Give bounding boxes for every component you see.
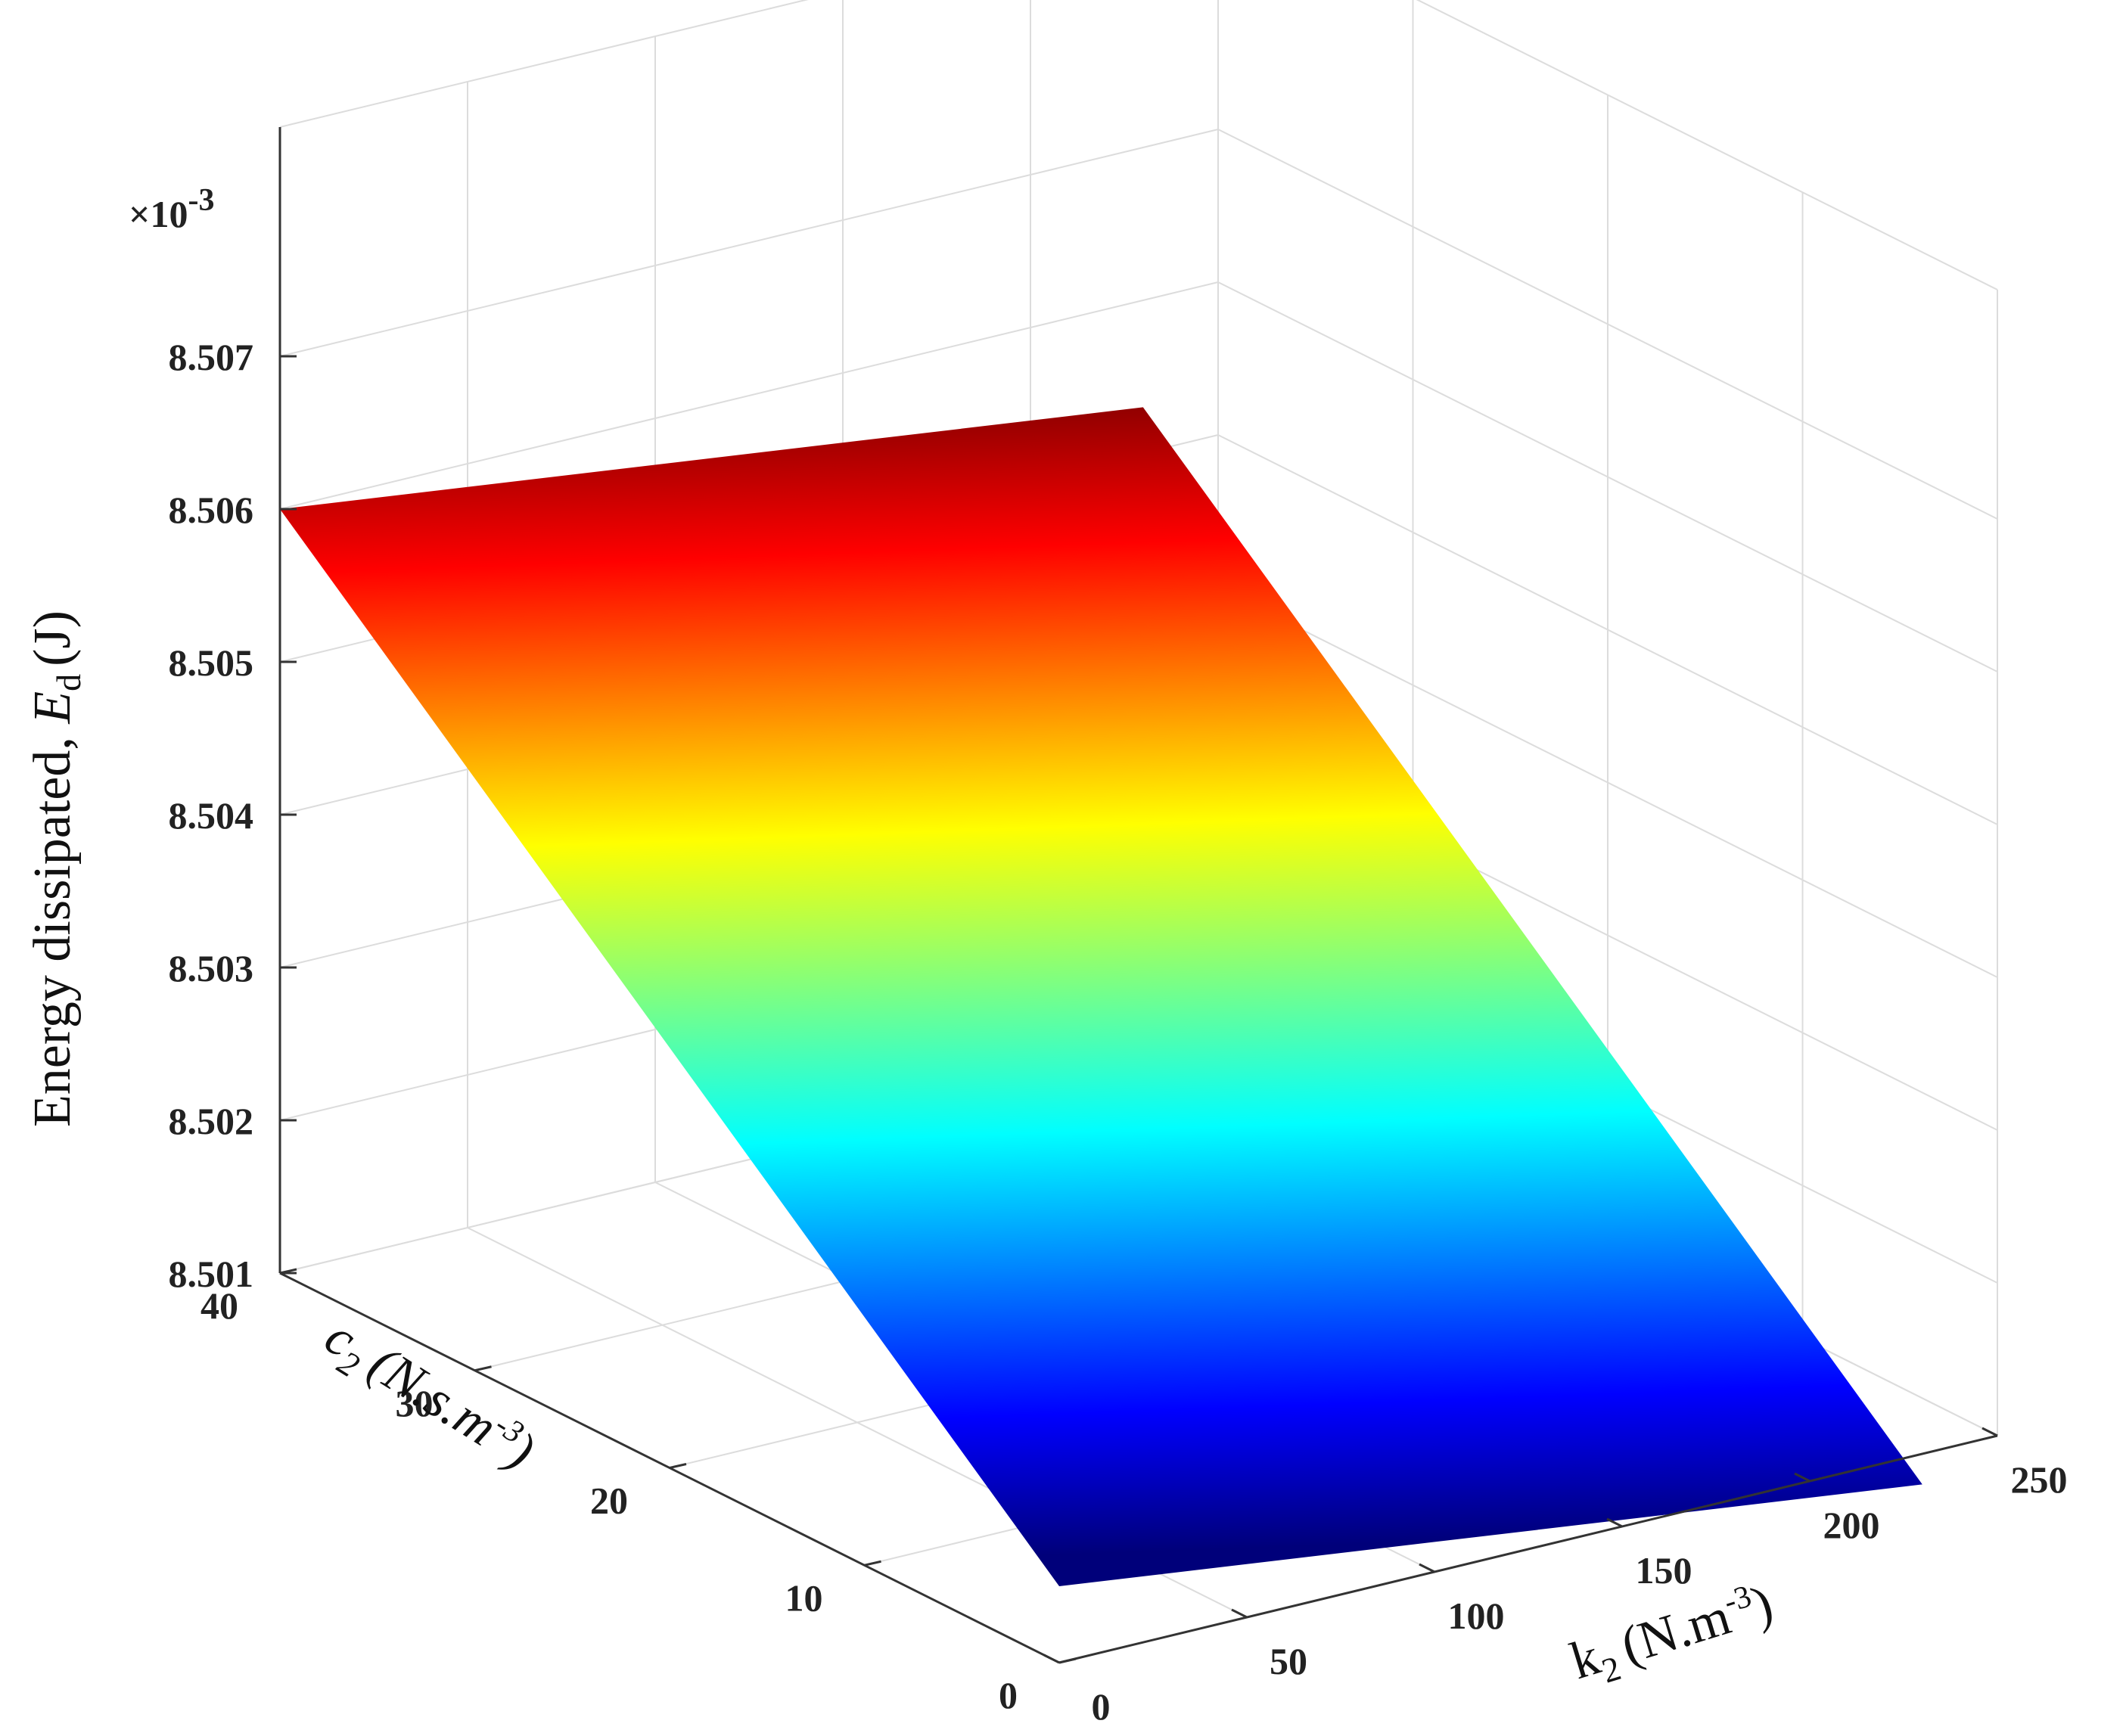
wall-grid-line bbox=[1416, 0, 1998, 290]
energy-surface bbox=[280, 407, 1922, 1586]
x-tick-label: 0 bbox=[1092, 1685, 1111, 1728]
wall-grid-line bbox=[279, 129, 1219, 357]
k-axis-line bbox=[1058, 1434, 1998, 1664]
k-tick-mark bbox=[1043, 1654, 1060, 1664]
wall-grid-line bbox=[1217, 281, 1998, 672]
k-tick-mark bbox=[1606, 1517, 1623, 1528]
c-tick-mark bbox=[279, 1268, 297, 1275]
x-tick-label: 50 bbox=[1270, 1640, 1307, 1682]
z-tick-label: 8.502 bbox=[169, 1100, 254, 1142]
wall-grid-line bbox=[1217, 587, 1998, 978]
z-tick-label: 8.506 bbox=[169, 489, 254, 531]
x-tick-labels: 0 50 100 150 200 250 bbox=[1092, 1458, 2068, 1728]
wall-grid-line bbox=[279, 281, 1219, 510]
y-tick-labels: 0 10 20 30 40 bbox=[200, 1284, 1018, 1716]
z-exponent-label: ×10-3 bbox=[129, 183, 215, 235]
x-axis-label: k2(N.m-3) bbox=[1564, 1574, 1782, 1698]
y-tick-label: 0 bbox=[999, 1674, 1018, 1716]
c-tick-mark bbox=[669, 1463, 687, 1469]
z-tick-label: 8.503 bbox=[169, 947, 254, 989]
k-tick-mark bbox=[1794, 1472, 1811, 1483]
c-tick-mark bbox=[864, 1560, 881, 1567]
c-tick-mark bbox=[1058, 1657, 1077, 1664]
z-tick-label: 8.504 bbox=[169, 794, 254, 837]
y-tick-label: 30 bbox=[396, 1382, 434, 1424]
y-tick-label: 10 bbox=[785, 1576, 823, 1619]
z-tick-label: 8.507 bbox=[169, 336, 254, 378]
k-tick-mark bbox=[1231, 1608, 1248, 1619]
y-axis-label: c2(N.s.m-3) bbox=[311, 1306, 545, 1486]
x-tick-label: 100 bbox=[1448, 1595, 1505, 1637]
wall-grid-line bbox=[279, 0, 809, 128]
y-tick-label: 20 bbox=[590, 1480, 628, 1522]
z-tick-label: 8.501 bbox=[169, 1253, 254, 1295]
y-tick-label: 40 bbox=[200, 1284, 238, 1327]
wall-grid-line bbox=[1217, 434, 1998, 825]
z-tick-label: 8.505 bbox=[169, 641, 254, 684]
x-tick-label: 150 bbox=[1636, 1549, 1692, 1592]
z-tick-labels: 8.501 8.502 8.503 8.504 8.505 8.506 8.50… bbox=[169, 336, 254, 1295]
axis-lines bbox=[278, 127, 1998, 1664]
z-axis-label: Energy dissipated, Ed(J) bbox=[23, 610, 88, 1127]
c-tick-mark bbox=[474, 1365, 492, 1372]
k-tick-mark bbox=[1981, 1427, 1998, 1437]
k-tick-mark bbox=[1419, 1563, 1435, 1573]
wall-grid-line bbox=[1217, 129, 1998, 520]
x-tick-label: 200 bbox=[1823, 1504, 1880, 1546]
x-tick-label: 250 bbox=[2011, 1458, 2068, 1501]
